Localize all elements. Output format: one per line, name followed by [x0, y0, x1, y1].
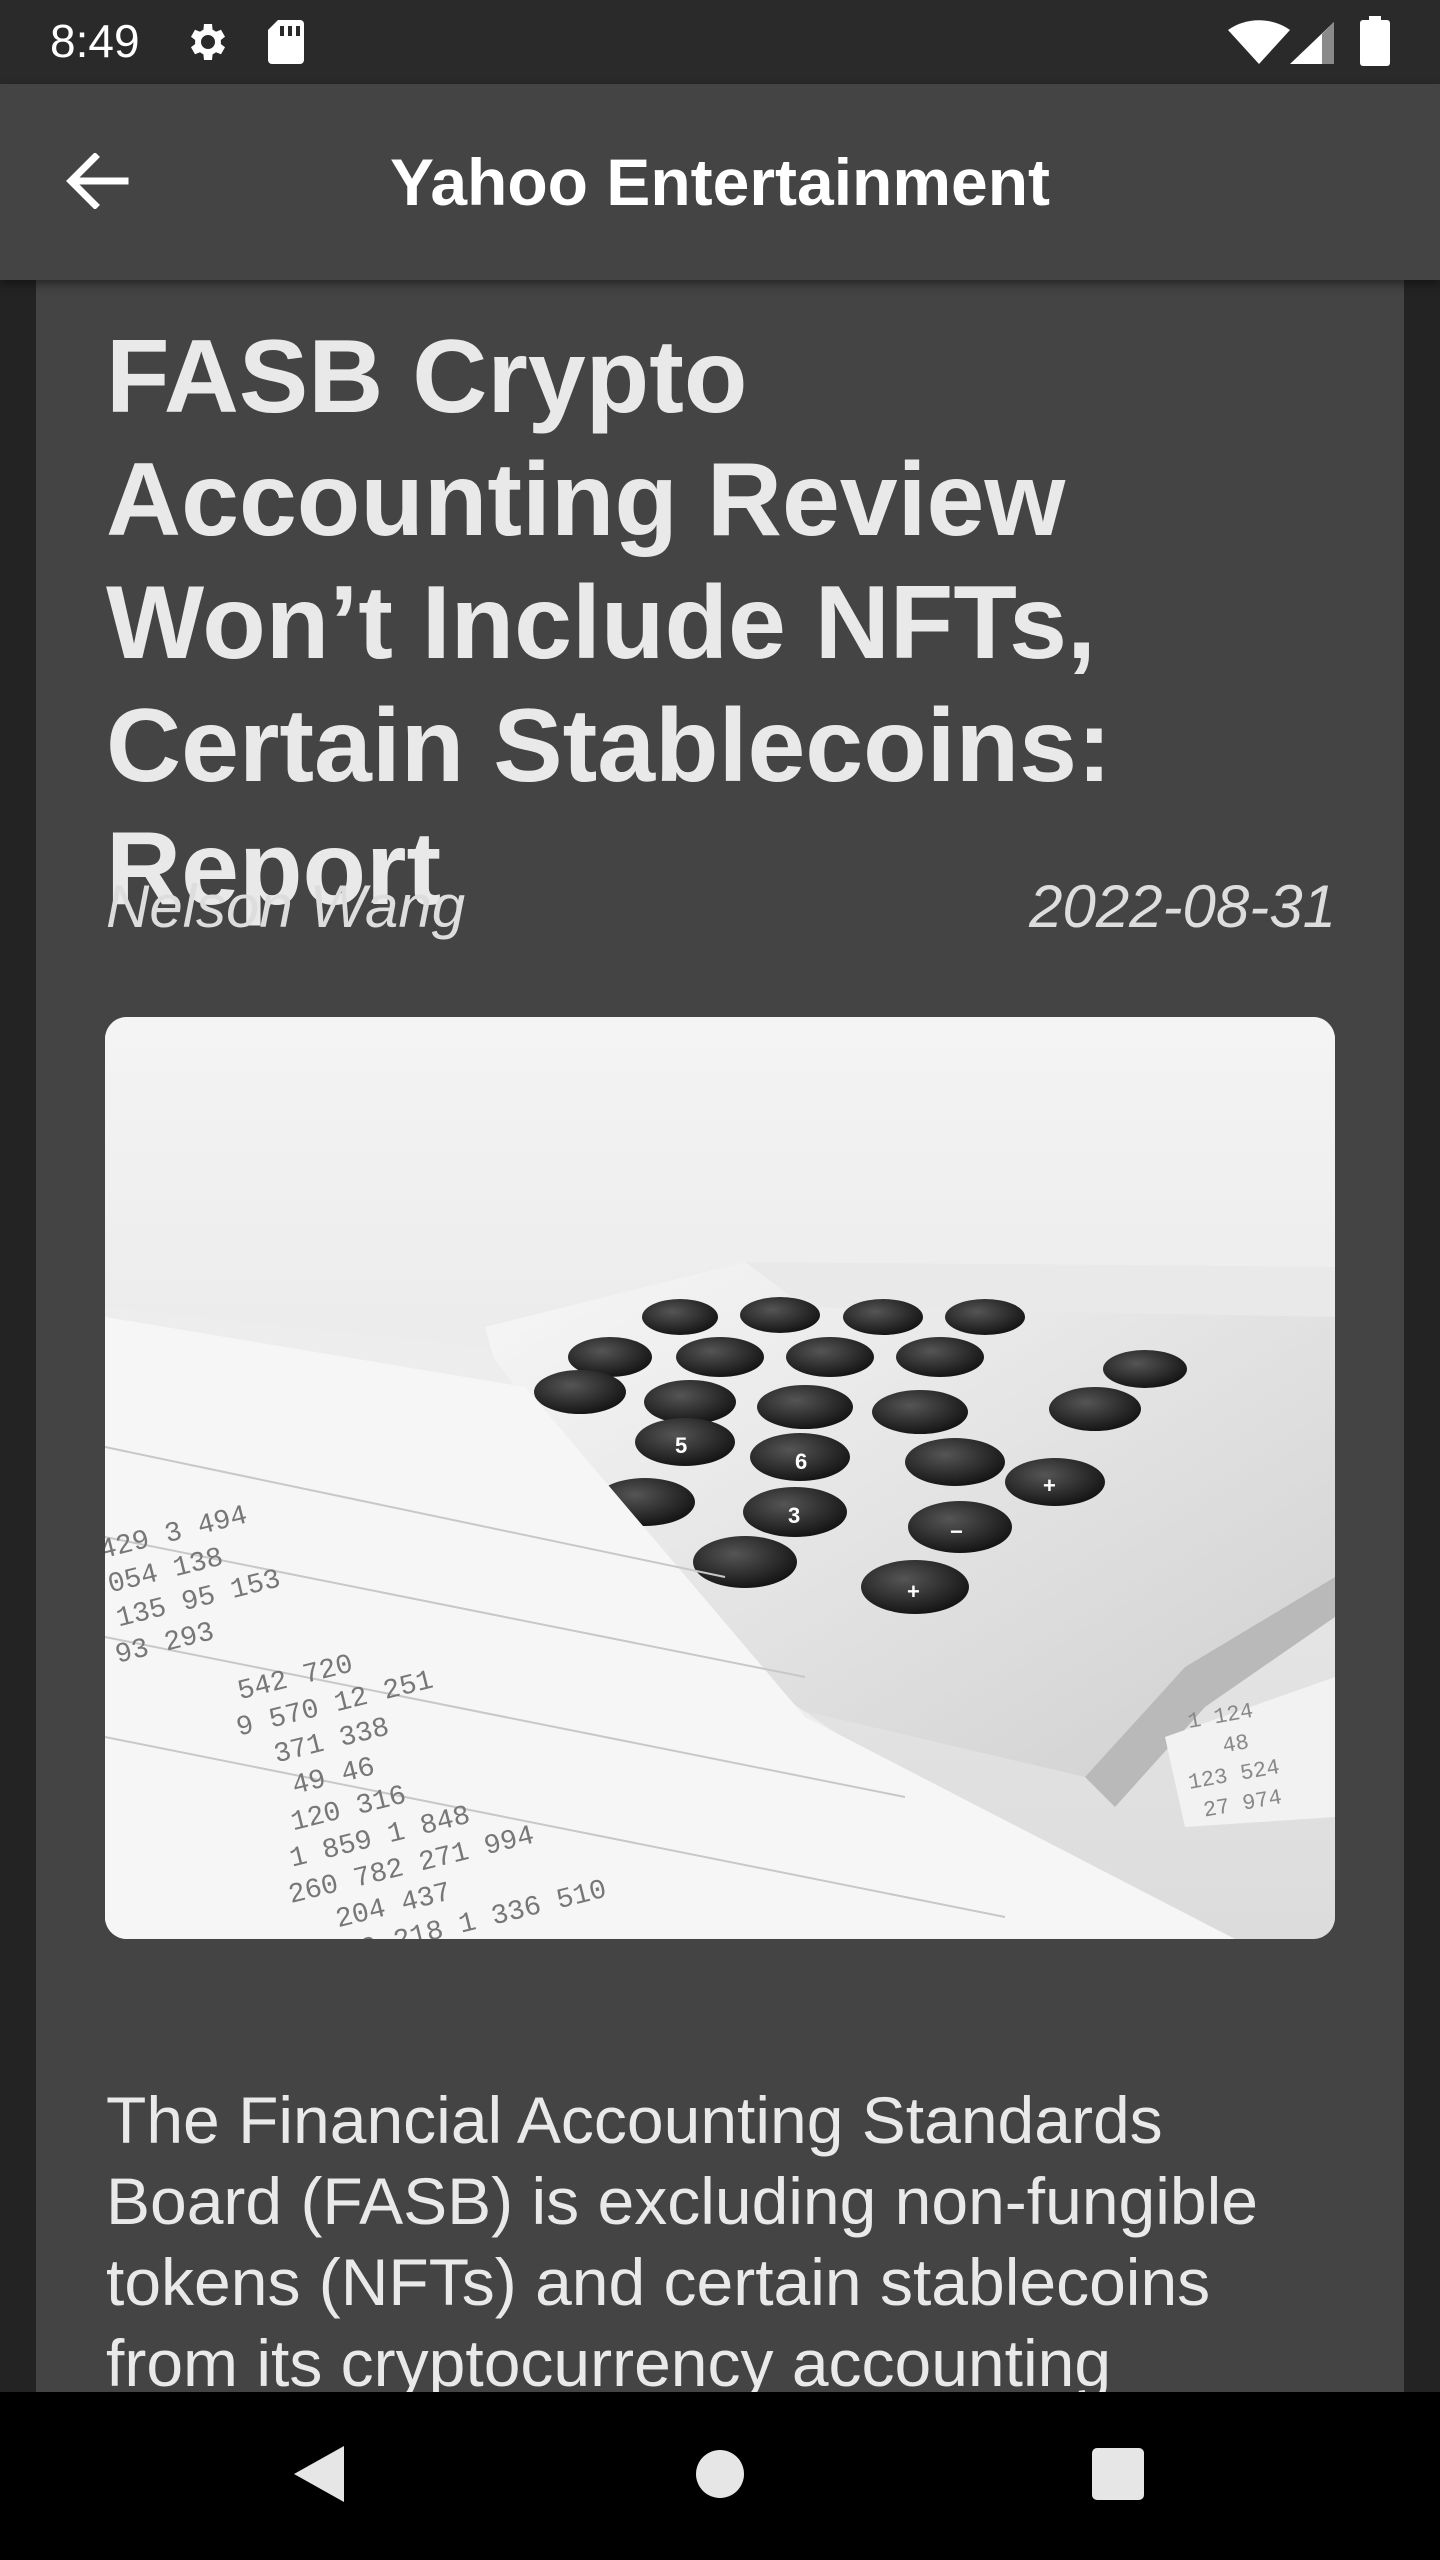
status-bar: 8:49 — [0, 0, 1440, 84]
app-title: Yahoo Entertainment — [389, 145, 1051, 219]
svg-text:−: − — [950, 1519, 963, 1544]
recents-square-icon — [1090, 2446, 1146, 2507]
system-nav-bar — [0, 2392, 1440, 2560]
back-button[interactable] — [52, 138, 142, 228]
wifi-icon — [1228, 20, 1290, 69]
nav-recents-button[interactable] — [1078, 2436, 1158, 2516]
article-image[interactable]: 5 6 3 + + − 429 3 494 054 138 135 95 153 — [105, 1017, 1335, 1939]
back-triangle-icon — [290, 2444, 346, 2509]
nav-back-button[interactable] — [278, 2436, 358, 2516]
article-card[interactable]: FASB Crypto Accounting Review Won’t Incl… — [36, 280, 1404, 2392]
article-title: FASB Crypto Accounting Review Won’t Incl… — [106, 319, 1112, 927]
svg-text:5: 5 — [675, 1433, 687, 1458]
article-body: The Financial Accounting Standards Board… — [106, 2083, 1258, 2392]
status-time: 8:49 — [50, 15, 140, 67]
sd-card-icon — [266, 18, 306, 71]
battery-icon — [1360, 16, 1390, 71]
content-margin-left — [0, 280, 36, 2392]
content-margin-right — [1404, 280, 1440, 2392]
svg-text:+: + — [907, 1579, 920, 1604]
home-circle-icon — [694, 2448, 746, 2505]
article-date: 2022-08-31 — [1029, 873, 1336, 940]
article-author: Nelson Wang — [106, 873, 466, 940]
svg-text:6: 6 — [795, 1449, 807, 1474]
svg-text:48: 48 — [1221, 1730, 1251, 1759]
app-bar: Yahoo Entertainment — [0, 84, 1440, 280]
settings-gear-icon — [182, 18, 230, 71]
nav-home-button[interactable] — [680, 2436, 760, 2516]
svg-text:3: 3 — [788, 1503, 800, 1528]
calculator-and-spreadsheet-photo: 5 6 3 + + − 429 3 494 054 138 135 95 153 — [105, 1017, 1335, 1939]
svg-text:+: + — [1043, 1473, 1056, 1498]
cell-signal-icon — [1290, 22, 1334, 69]
arrow-left-icon — [65, 151, 129, 214]
